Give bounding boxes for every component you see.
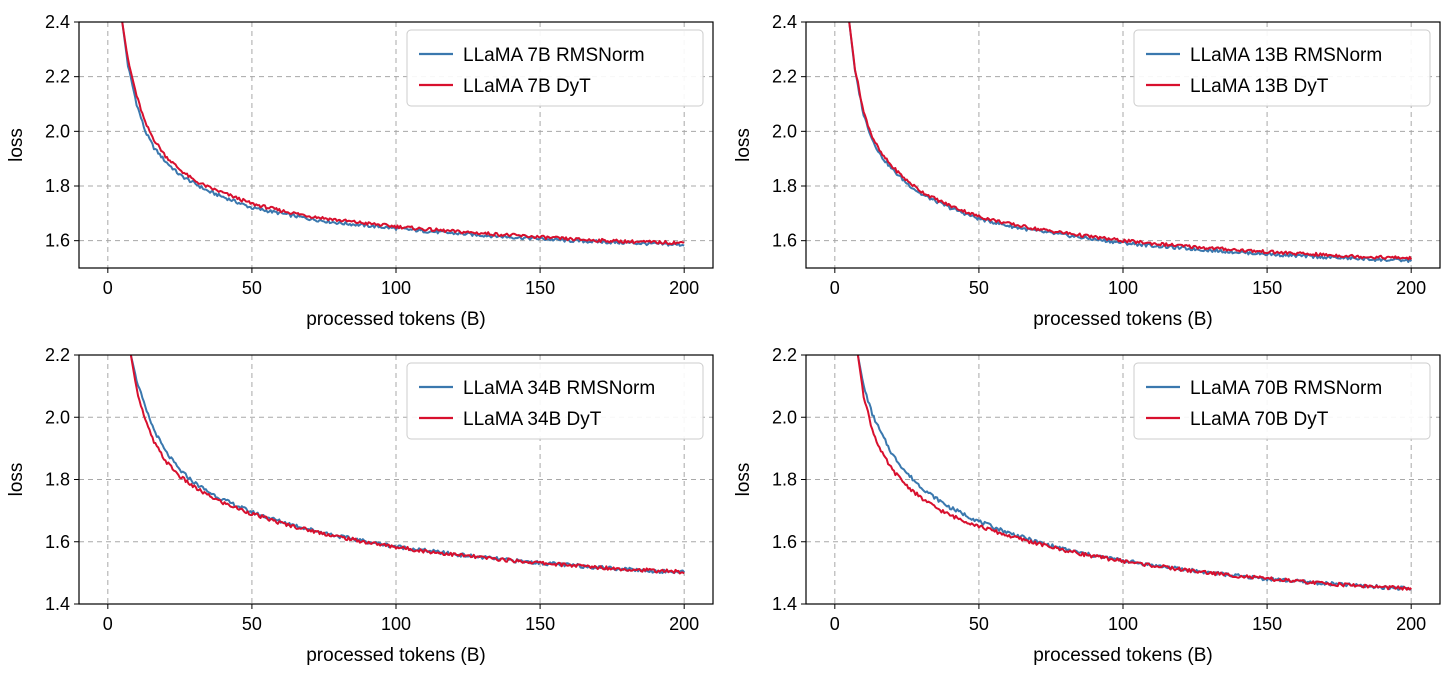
chart-panel-2: 0 50 100 150 200 1.6 1.8 2.0 2.2 2.4 processed tok… (733, 12, 1441, 330)
y-tick-label: 2.0 (45, 121, 70, 141)
y-tick-label: 2.4 (772, 12, 797, 32)
legend-entry: LLaMA 70B RMSNorm (1190, 378, 1382, 399)
legend-entry: LLaMA 7B RMSNorm (463, 45, 645, 66)
x-tick-label: 200 (669, 278, 699, 298)
y-tick-label: 1.6 (45, 532, 70, 552)
legend: LLaMA 7B RMSNorm LLaMA 7B DyT (406, 29, 704, 107)
y-tick-label: 1.4 (772, 594, 797, 614)
y-tick-label: 1.8 (772, 470, 797, 490)
series-line-dyt (129, 355, 685, 575)
y-axis-label: loss (6, 128, 27, 162)
legend-entry: LLaMA 13B RMSNorm (1190, 45, 1382, 66)
x-tick-label: 50 (969, 614, 989, 634)
y-tick-label: 2.2 (45, 67, 70, 87)
legend-box (1133, 362, 1431, 440)
x-tick-label: 200 (669, 614, 699, 634)
legend: LLaMA 70B RMSNorm LLaMA 70B DyT (1133, 362, 1431, 440)
legend-box (406, 362, 704, 440)
x-tick-label: 100 (381, 614, 411, 634)
x-tick-label: 0 (830, 278, 840, 298)
legend-entry: LLaMA 34B RMSNorm (463, 378, 655, 399)
y-tick-label: 1.6 (772, 231, 797, 251)
y-tick-label: 2.0 (772, 121, 797, 141)
x-tick-label: 0 (830, 614, 840, 634)
y-axis-label: loss (733, 463, 754, 497)
x-tick-label: 200 (1396, 614, 1426, 634)
x-tick-label: 100 (381, 278, 411, 298)
x-tick-label: 200 (1396, 278, 1426, 298)
x-tick-label: 150 (1252, 278, 1282, 298)
y-tick-label: 1.4 (45, 594, 70, 614)
x-tick-label: 50 (242, 614, 262, 634)
legend-entry: LLaMA 34B DyT (463, 409, 602, 430)
x-tick-label: 0 (103, 278, 113, 298)
series-line-dyt (121, 22, 685, 246)
y-tick-label: 2.2 (45, 345, 70, 365)
legend: LLaMA 13B RMSNorm LLaMA 13B DyT (1133, 29, 1431, 107)
y-tick-label: 1.6 (45, 231, 70, 251)
x-tick-label: 150 (525, 278, 555, 298)
x-tick-label: 0 (103, 614, 113, 634)
y-tick-label: 1.8 (45, 470, 70, 490)
legend-entry: LLaMA 70B DyT (1190, 409, 1329, 430)
x-tick-label: 100 (1108, 278, 1138, 298)
legend-box (1133, 29, 1431, 107)
y-tick-label: 2.0 (45, 407, 70, 427)
y-axis-label: loss (6, 463, 27, 497)
legend-entry: LLaMA 7B DyT (463, 76, 591, 97)
x-tick-label: 150 (525, 614, 555, 634)
legend-entry: LLaMA 13B DyT (1190, 76, 1329, 97)
x-axis-label: processed tokens (B) (1033, 645, 1213, 666)
y-tick-label: 2.2 (772, 345, 797, 365)
series-line-dyt (856, 355, 1412, 591)
y-axis-label: loss (733, 128, 754, 162)
chart-panel-1: 0 50 100 150 200 1.6 1.8 2.0 2.2 2.4 processed tok… (6, 12, 714, 330)
y-tick-label: 2.0 (772, 407, 797, 427)
x-tick-label: 50 (242, 278, 262, 298)
x-axis-label: processed tokens (B) (306, 309, 486, 330)
y-tick-label: 1.8 (772, 176, 797, 196)
y-tick-label: 2.2 (772, 67, 797, 87)
y-tick-label: 2.4 (45, 12, 70, 32)
y-tick-label: 1.8 (45, 176, 70, 196)
x-tick-label: 150 (1252, 614, 1282, 634)
chart-panel-4: 0 50 100 150 200 1.4 1.6 1.8 2.0 2.2 processed tok… (733, 345, 1441, 666)
y-tick-label: 1.6 (772, 532, 797, 552)
x-tick-label: 50 (969, 278, 989, 298)
x-axis-label: processed tokens (B) (1033, 309, 1213, 330)
series-line-dyt (848, 22, 1413, 261)
x-tick-label: 100 (1108, 614, 1138, 634)
x-axis-label: processed tokens (B) (306, 645, 486, 666)
legend: LLaMA 34B RMSNorm LLaMA 34B DyT (406, 362, 704, 440)
chart-panel-3: 0 50 100 150 200 1.4 1.6 1.8 2.0 2.2 processed tok… (6, 345, 714, 666)
legend-box (406, 29, 704, 107)
